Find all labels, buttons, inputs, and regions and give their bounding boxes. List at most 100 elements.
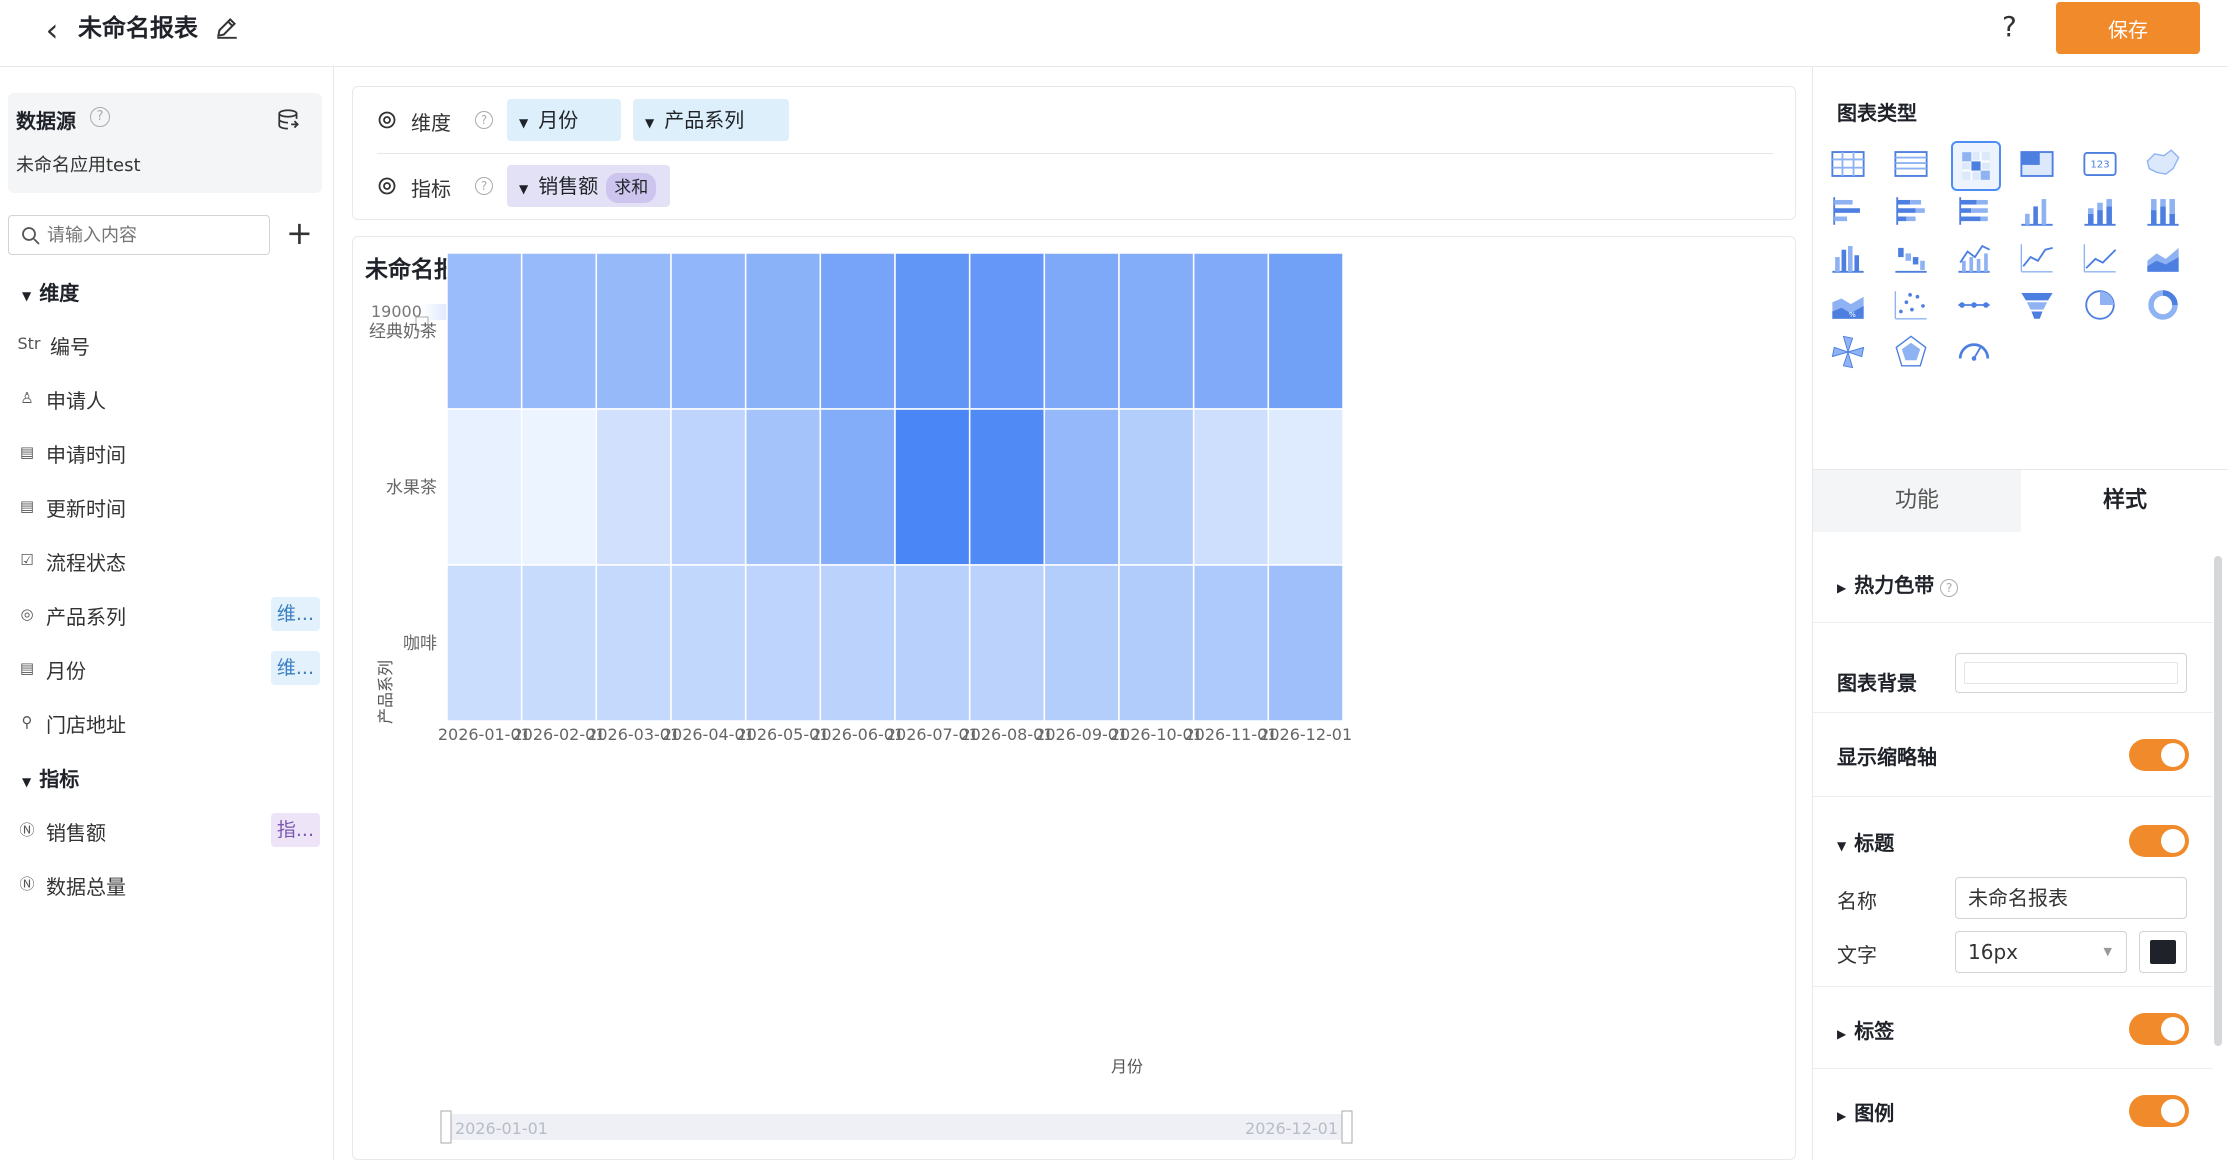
heatmap-cell[interactable] <box>1192 252 1270 410</box>
heat-band-row[interactable]: ▶ 热力色带? <box>1813 543 2213 623</box>
chart-type-scatter[interactable] <box>1888 282 1938 332</box>
show-zoom-toggle[interactable] <box>2129 739 2189 771</box>
zoom-end-handle[interactable] <box>1341 1110 1353 1144</box>
heatmap-cell[interactable] <box>894 564 971 722</box>
heatmap-cell[interactable] <box>1192 408 1270 566</box>
text-color-picker[interactable] <box>2139 931 2187 973</box>
heatmap-cell[interactable] <box>1192 564 1270 722</box>
chart-type-step-column[interactable] <box>1888 235 1938 285</box>
field-item[interactable]: ▤ 更新时间 <box>16 489 324 525</box>
save-button[interactable]: 保存 <box>2056 2 2200 54</box>
heatmap-cell[interactable] <box>744 408 822 566</box>
heatmap-cell[interactable] <box>744 252 822 410</box>
visualmap-min-handle[interactable] <box>415 316 429 332</box>
heatmap-cell[interactable] <box>595 252 672 410</box>
field-item[interactable]: Ⓝ 销售额 指... <box>16 813 324 849</box>
field-item[interactable]: Ⓝ 数据总量 <box>16 867 324 903</box>
field-item[interactable]: ☑ 流程状态 <box>16 543 324 579</box>
heatmap-cell[interactable] <box>894 408 971 566</box>
chart-type-radar[interactable] <box>1888 329 1938 379</box>
chart-type-crosstab[interactable] <box>2014 141 2064 191</box>
title-section-header[interactable]: ▼ 标题 <box>1837 827 1894 856</box>
heatmap-cell[interactable] <box>446 252 523 410</box>
field-item[interactable]: ♙ 申请人 <box>16 381 324 417</box>
heatmap-cell[interactable] <box>520 564 598 722</box>
heatmap-cell[interactable] <box>670 408 747 566</box>
heat-band-help-icon[interactable]: ? <box>1940 579 1959 597</box>
chart-type-waterfall[interactable] <box>1825 235 1875 285</box>
legend-toggle[interactable] <box>2129 1095 2189 1127</box>
heatmap-cell[interactable] <box>968 252 1046 410</box>
zoom-track[interactable] <box>447 1114 1347 1140</box>
chart-type-column-stacked[interactable] <box>2077 188 2127 238</box>
help-icon[interactable]: ? <box>2002 10 2017 43</box>
chart-bg-color-input[interactable] <box>1955 653 2187 693</box>
heat-band-header[interactable]: ▶ 热力色带? <box>1837 569 1959 598</box>
heatmap-cell[interactable] <box>1043 252 1120 410</box>
title-toggle[interactable] <box>2129 825 2189 857</box>
chart-type-dot-line[interactable] <box>1951 282 2001 332</box>
font-size-select[interactable]: 16px ▼ <box>1955 931 2127 973</box>
chart-type-combo[interactable] <box>1951 235 2001 285</box>
chart-type-table[interactable] <box>1825 141 1875 191</box>
metric-pill-sales[interactable]: ▼ 销售额 求和 <box>507 165 671 207</box>
heatmap-cell[interactable] <box>446 408 523 566</box>
datasource-help-icon[interactable]: ? <box>90 107 110 127</box>
heatmap-cell[interactable] <box>1267 564 1344 722</box>
heatmap-cell[interactable] <box>744 564 822 722</box>
chart-type-number-card[interactable]: 123 <box>2077 141 2127 191</box>
heatmap-cell[interactable] <box>968 564 1046 722</box>
metrics-section-header[interactable]: ▼ 指标 <box>22 763 79 792</box>
chart-type-area-line[interactable] <box>2077 235 2127 285</box>
chart-type-area[interactable] <box>2140 235 2190 285</box>
field-item[interactable]: ▤ 月份 维... <box>16 651 324 687</box>
heatmap-cell[interactable] <box>1118 408 1195 566</box>
dimension-pill-product[interactable]: ▼ 产品系列 <box>633 99 789 141</box>
field-item[interactable]: Str 编号 <box>16 327 324 363</box>
heatmap-cell[interactable] <box>819 252 896 410</box>
field-item[interactable]: ◎ 产品系列 维... <box>16 597 324 633</box>
field-item[interactable]: ⚲ 门店地址 <box>16 705 324 741</box>
search-input[interactable] <box>47 222 259 248</box>
chart-type-pie[interactable] <box>2077 282 2127 332</box>
metric-help-icon[interactable]: ? <box>475 177 493 195</box>
heatmap-cell[interactable] <box>968 408 1046 566</box>
heatmap-cell[interactable] <box>819 564 896 722</box>
heatmap-cell[interactable] <box>595 564 672 722</box>
database-icon[interactable] <box>276 107 302 133</box>
chart-type-column-percent[interactable] <box>2140 188 2190 238</box>
zoom-start-handle[interactable] <box>440 1110 452 1144</box>
chart-type-rose[interactable] <box>1825 329 1875 379</box>
heatmap-cell[interactable] <box>1118 564 1195 722</box>
heatmap-cell[interactable] <box>1043 408 1120 566</box>
heatmap-cell[interactable] <box>1267 408 1344 566</box>
chart-type-funnel[interactable] <box>2014 282 2064 332</box>
back-icon[interactable]: ‹ <box>45 11 59 49</box>
chart-type-heatmap[interactable] <box>1951 141 2001 191</box>
heatmap-cell[interactable] <box>520 408 598 566</box>
heatmap-cell[interactable] <box>819 408 896 566</box>
heatmap-cell[interactable] <box>1118 252 1195 410</box>
heatmap-cell[interactable] <box>1043 564 1120 722</box>
dimension-help-icon[interactable]: ? <box>475 111 493 129</box>
heatmap-cell[interactable] <box>595 408 672 566</box>
heatmap-cell[interactable] <box>1267 252 1344 410</box>
chart-type-bar-h-percent[interactable] <box>1951 188 2001 238</box>
chart-type-column[interactable] <box>2014 188 2064 238</box>
chart-type-line[interactable] <box>2014 235 2064 285</box>
heatmap-cell[interactable] <box>670 252 747 410</box>
field-item[interactable]: ▤ 申请时间 <box>16 435 324 471</box>
chart-type-bar-h[interactable] <box>1825 188 1875 238</box>
heatmap-cell[interactable] <box>520 252 598 410</box>
heatmap-cell[interactable] <box>894 252 971 410</box>
chart-type-map[interactable] <box>2140 141 2190 191</box>
label-section-header[interactable]: ▶ 标签 <box>1837 1015 1894 1044</box>
chart-type-bar-h-stacked[interactable] <box>1888 188 1938 238</box>
heatmap-cell[interactable] <box>670 564 747 722</box>
title-name-input[interactable]: 未命名报表 <box>1955 877 2187 919</box>
label-toggle[interactable] <box>2129 1013 2189 1045</box>
tab-function[interactable]: 功能 <box>1813 470 2021 532</box>
chart-type-donut[interactable] <box>2140 282 2190 332</box>
chart-type-area-percent[interactable]: % <box>1825 282 1875 332</box>
chart-type-gauge[interactable] <box>1951 329 2001 379</box>
